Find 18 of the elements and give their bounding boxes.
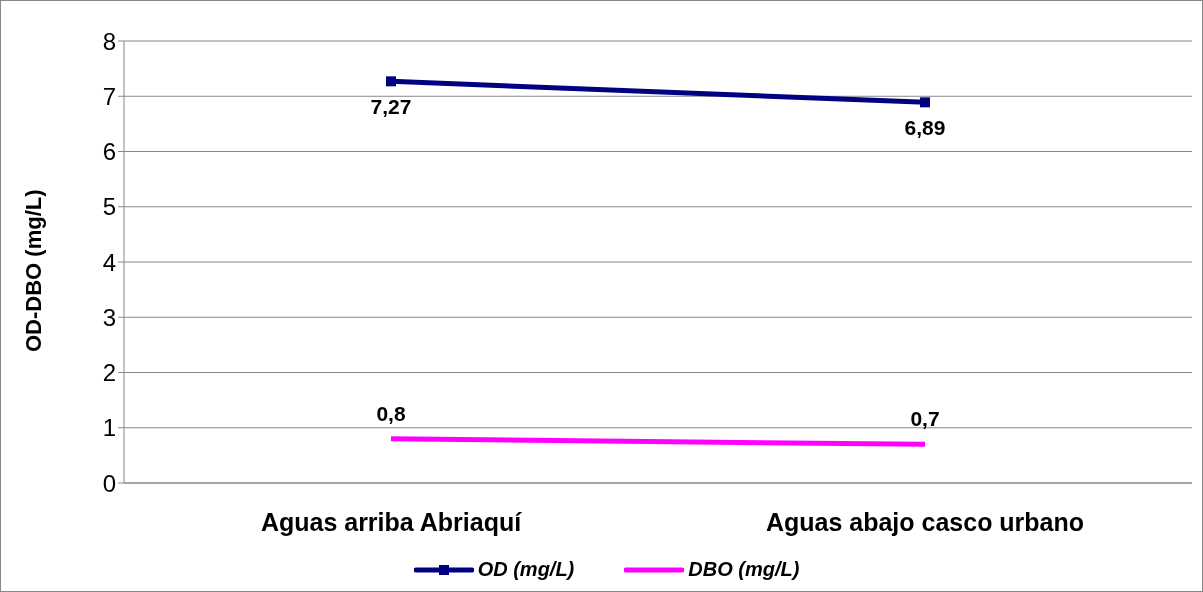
- data-label: 0,8: [376, 401, 406, 425]
- y-tick-label: 8: [102, 27, 116, 55]
- y-tick-label: 3: [102, 303, 116, 331]
- y-tick-label: 6: [102, 138, 116, 166]
- y-axis-title: OD-DBO (mg/L): [20, 189, 46, 352]
- y-tick-label: 1: [102, 414, 116, 442]
- data-label: 6,89: [904, 116, 946, 140]
- legend-label: DBO (mg/L): [688, 558, 800, 581]
- x-tick-label: Aguas abajo casco urbano: [765, 507, 1085, 536]
- y-tick-label: 5: [102, 193, 116, 221]
- y-tick-label: 4: [102, 248, 116, 276]
- y-tick-label: 0: [102, 469, 116, 497]
- y-tick-label: 2: [102, 359, 116, 387]
- y-tick-label: 7: [102, 82, 116, 110]
- legend-label: OD (mg/L): [477, 558, 575, 581]
- data-label: 7,27: [370, 95, 412, 119]
- x-tick-label: Aguas arriba Abriaquí: [260, 507, 523, 536]
- data-label: 0,7: [910, 407, 940, 431]
